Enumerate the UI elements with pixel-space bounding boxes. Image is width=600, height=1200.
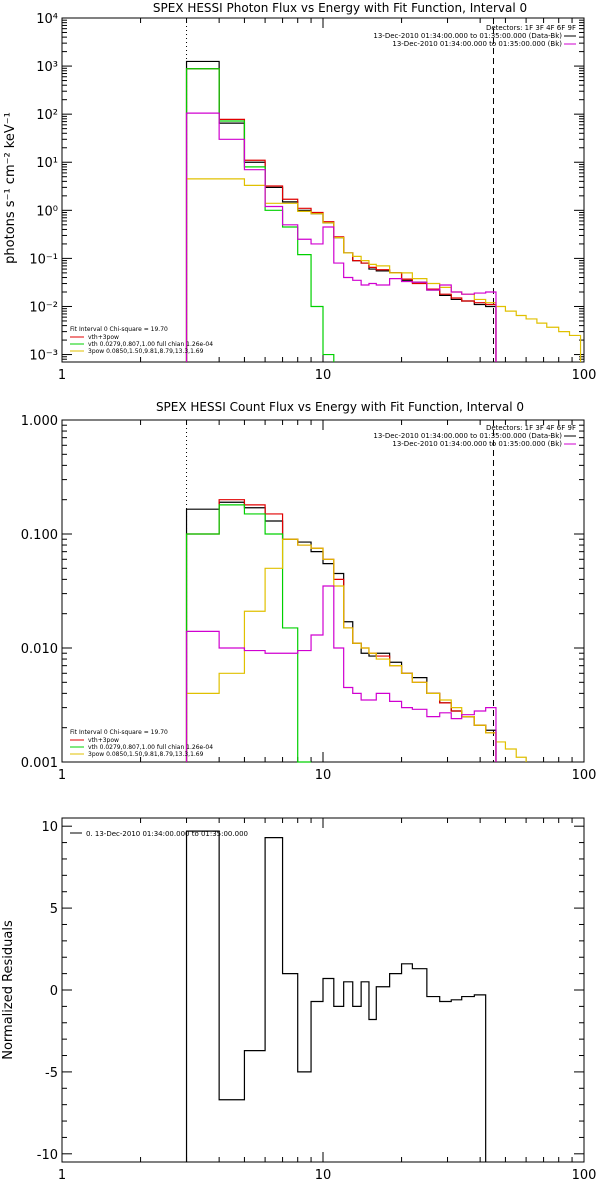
- residuals-series-residuals: [185, 830, 487, 1162]
- count-info-box: Detectors: 1F 3F 4F 6F 9F 13-Dec-2010 01…: [373, 424, 576, 448]
- photon-series-background: [185, 112, 497, 362]
- photon-info-box: Detectors: 1F 3F 4F 6F 9F 13-Dec-2010 01…: [373, 24, 576, 48]
- residuals-y-tick-label: 0: [50, 984, 58, 999]
- residuals-y-tick-label: 10: [41, 820, 58, 835]
- photon-y-tick-label: 10¹: [36, 156, 58, 171]
- photon-y-tick-label: 10⁻¹: [29, 252, 58, 267]
- photon-bk-time-text: 13-Dec-2010 01:34:00.000 to 01:35:00.000…: [392, 40, 562, 48]
- count-y-tick-label: 0.100: [21, 528, 58, 543]
- residuals-panel: Normalized Residuals 1 10 100 -10 -5 0 5 10 0. …: [1, 817, 597, 1183]
- count-x-tick-label: 10: [315, 768, 332, 783]
- count-flux-panel: SPEX HESSI Count Flux vs Energy with Fit…: [21, 400, 597, 783]
- photon-fit-model-text: vth+3pow: [88, 334, 119, 341]
- count-detectors-text: Detectors: 1F 3F 4F 6F 9F: [486, 424, 576, 432]
- residuals-x-tick-label: 10: [315, 1168, 332, 1183]
- photon-series-data: [185, 60, 497, 362]
- residuals-x-tick-label: 100: [572, 1168, 597, 1183]
- count-x-tick-label: 1: [58, 768, 66, 783]
- count-fit-box: Fit Interval 0 Chi-square = 19.70 vth+3p…: [70, 729, 213, 758]
- count-flux-title: SPEX HESSI Count Flux vs Energy with Fit…: [156, 400, 524, 414]
- count-series-background: [185, 585, 497, 762]
- photon-fit-header-text: Fit Interval 0 Chi-square = 19.70: [70, 326, 168, 333]
- photon-y-tick-label: 10⁴: [36, 12, 58, 27]
- photon-series-model: [185, 68, 497, 362]
- residuals-legend-text: 0. 13-Dec-2010 01:34:00.000 to 01:35:00.…: [86, 830, 248, 838]
- photon-series-3pow: [185, 178, 582, 362]
- count-series-data: [185, 501, 497, 762]
- photon-x-tick-label: 1: [58, 368, 66, 383]
- count-data-time-text: 13-Dec-2010 01:34:00.000 to 01:35:00.000…: [373, 432, 562, 440]
- photon-flux-ylabel: photons s⁻¹ cm⁻² keV⁻¹: [3, 112, 18, 264]
- count-fit-header-text: Fit Interval 0 Chi-square = 19.70: [70, 729, 168, 736]
- residuals-y-tick-label: -10: [37, 1148, 58, 1163]
- photon-y-tick-label: 10²: [36, 108, 58, 123]
- residuals-x-tick-label: 1: [58, 1168, 66, 1183]
- count-bk-time-text: 13-Dec-2010 01:34:00.000 to 01:35:00.000…: [392, 440, 562, 448]
- photon-x-tick-label: 100: [572, 368, 597, 383]
- count-series-3pow: [185, 538, 527, 762]
- count-fit-vth-text: vth 0.0279,0.807,1.00 full chian 1.26e-0…: [88, 744, 213, 751]
- photon-y-tick-label: 10³: [36, 60, 58, 75]
- photon-fit-pow-text: 3pow 0.0850,1.50,9.81,8.79,13.3,1.69: [88, 348, 204, 355]
- count-series-model: [185, 499, 497, 762]
- photon-y-tick-label: 10⁻³: [29, 349, 58, 364]
- count-x-tick-label: 100: [572, 768, 597, 783]
- photon-fit-box: Fit Interval 0 Chi-square = 19.70 vth+3p…: [70, 326, 213, 355]
- count-fit-pow-text: 3pow 0.0850,1.50,9.81,8.79,13.3,1.69: [88, 751, 204, 758]
- photon-y-tick-label: 10⁰: [36, 204, 58, 219]
- photon-y-tick-label: 10⁻²: [29, 300, 58, 315]
- photon-x-tick-label: 10: [315, 368, 332, 383]
- photon-detectors-text: Detectors: 1F 3F 4F 6F 9F: [486, 24, 576, 32]
- photon-data-time-text: 13-Dec-2010 01:34:00.000 to 01:35:00.000…: [373, 32, 562, 40]
- count-series-vth: [185, 504, 312, 763]
- residuals-ylabel: Normalized Residuals: [1, 920, 16, 1060]
- photon-fit-vth-text: vth 0.0279,0.807,1.00 full chian 1.26e-0…: [88, 341, 213, 348]
- count-y-tick-label: 0.001: [21, 756, 58, 771]
- count-y-tick-label: 1.000: [21, 414, 58, 429]
- photon-flux-panel: SPEX HESSI Photon Flux vs Energy with Fi…: [3, 1, 596, 383]
- residuals-y-tick-label: -5: [45, 1066, 58, 1081]
- count-y-tick-label: 0.010: [21, 642, 58, 657]
- photon-flux-title: SPEX HESSI Photon Flux vs Energy with Fi…: [153, 1, 527, 15]
- count-fit-model-text: vth+3pow: [88, 737, 119, 744]
- residuals-y-tick-label: 5: [50, 902, 58, 917]
